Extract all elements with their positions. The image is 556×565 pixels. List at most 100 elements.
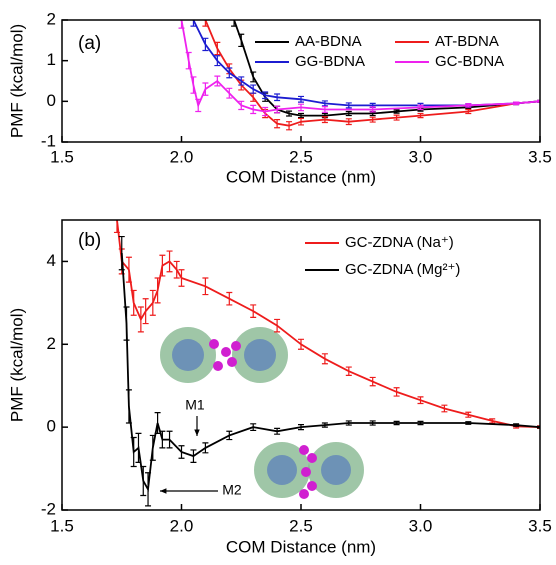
series-line — [116, 220, 540, 428]
error-bar — [202, 442, 209, 454]
error-bar — [202, 20, 209, 27]
error-bar — [142, 298, 149, 325]
error-bar — [238, 76, 245, 86]
error-bar — [321, 100, 328, 107]
series-line — [192, 20, 540, 107]
series-line — [120, 253, 540, 493]
error-bar — [238, 33, 245, 48]
error-bar — [214, 41, 221, 56]
error-bar — [537, 99, 540, 103]
legend-label: AA-BDNA — [295, 33, 362, 50]
error-bar — [513, 423, 520, 427]
x-tick-label: 3.0 — [409, 147, 433, 166]
error-bar — [145, 472, 152, 507]
legend-label: GG-BDNA — [295, 53, 365, 70]
error-bar — [190, 76, 197, 94]
error-bar — [190, 20, 197, 27]
x-tick-label: 2.5 — [289, 147, 313, 166]
y-tick-label: 1 — [47, 50, 56, 69]
error-bar — [369, 420, 376, 426]
error-bar — [159, 254, 166, 277]
error-bar — [226, 87, 233, 99]
molecule-bottom — [254, 442, 364, 499]
error-bar — [135, 432, 142, 463]
x-tick-label: 2.0 — [170, 147, 194, 166]
error-bar — [286, 110, 293, 117]
error-bar — [393, 114, 400, 121]
error-bar — [274, 318, 281, 333]
annotation-arrowhead — [194, 429, 200, 436]
error-bar — [345, 102, 352, 109]
error-bar — [137, 306, 144, 333]
legend-label: AT-BDNA — [435, 33, 499, 50]
x-tick-label: 2.0 — [170, 516, 194, 535]
x-tick-label: 3.0 — [409, 516, 433, 535]
error-bar — [489, 418, 496, 424]
error-bar — [298, 424, 304, 431]
error-bar — [250, 84, 257, 94]
error-bar — [298, 112, 304, 119]
error-bar — [417, 104, 424, 111]
error-bar — [537, 425, 540, 429]
x-tick-label: 2.5 — [289, 516, 313, 535]
error-bar — [465, 103, 472, 108]
error-bar — [393, 109, 400, 114]
error-bar — [238, 100, 245, 111]
error-bar — [393, 420, 400, 426]
x-tick-label: 1.5 — [50, 147, 74, 166]
error-bar — [286, 121, 293, 131]
error-bar — [465, 108, 472, 115]
error-bar — [250, 104, 257, 115]
error-bar — [195, 98, 202, 113]
y-tick-label: 0 — [47, 91, 56, 110]
x-tick-label: 3.5 — [528, 147, 552, 166]
error-bar — [214, 75, 221, 87]
y-axis-label: PMF (kcal/mol) — [7, 308, 26, 422]
error-bar — [262, 91, 269, 100]
legend-label: GC-ZDNA (Mg²⁺) — [345, 261, 460, 278]
plot-area — [178, 20, 540, 131]
error-bar — [345, 110, 352, 117]
error-bar — [262, 106, 269, 117]
error-bar — [226, 430, 233, 441]
error-bar — [417, 420, 424, 426]
error-bar — [166, 250, 173, 273]
y-tick-label: 2 — [47, 334, 56, 353]
error-bar — [250, 423, 257, 432]
error-bar — [345, 420, 352, 426]
error-bar — [118, 235, 125, 271]
error-bar — [123, 306, 130, 341]
series-line — [180, 20, 540, 113]
error-bar — [226, 291, 233, 306]
molecule-top — [160, 327, 288, 383]
annotation: M2 — [222, 482, 242, 498]
y-tick-label: -2 — [41, 499, 56, 518]
error-bar — [149, 289, 156, 316]
error-bar — [178, 269, 185, 287]
y-tick-label: 0 — [47, 417, 56, 436]
error-bar — [465, 421, 472, 425]
error-bar — [393, 387, 400, 397]
error-bar — [250, 71, 257, 83]
error-bar — [465, 411, 472, 418]
error-bar — [250, 304, 257, 318]
error-bar — [140, 465, 147, 497]
error-bar — [178, 445, 185, 459]
error-bar — [178, 20, 185, 29]
error-bar — [274, 105, 281, 114]
panel-label: (b) — [78, 230, 101, 251]
error-bar — [298, 95, 304, 103]
error-bar — [202, 82, 209, 96]
error-bar — [185, 51, 192, 70]
error-bar — [154, 412, 161, 434]
error-bar — [441, 404, 448, 413]
error-bar — [513, 101, 520, 106]
y-tick-label: -1 — [41, 131, 56, 150]
x-axis-label: COM Distance (nm) — [226, 167, 376, 186]
x-axis-label: COM Distance (nm) — [226, 537, 376, 556]
error-bar — [202, 37, 209, 52]
error-bar — [226, 67, 233, 79]
error-bar — [369, 106, 376, 113]
error-bar — [190, 449, 197, 463]
